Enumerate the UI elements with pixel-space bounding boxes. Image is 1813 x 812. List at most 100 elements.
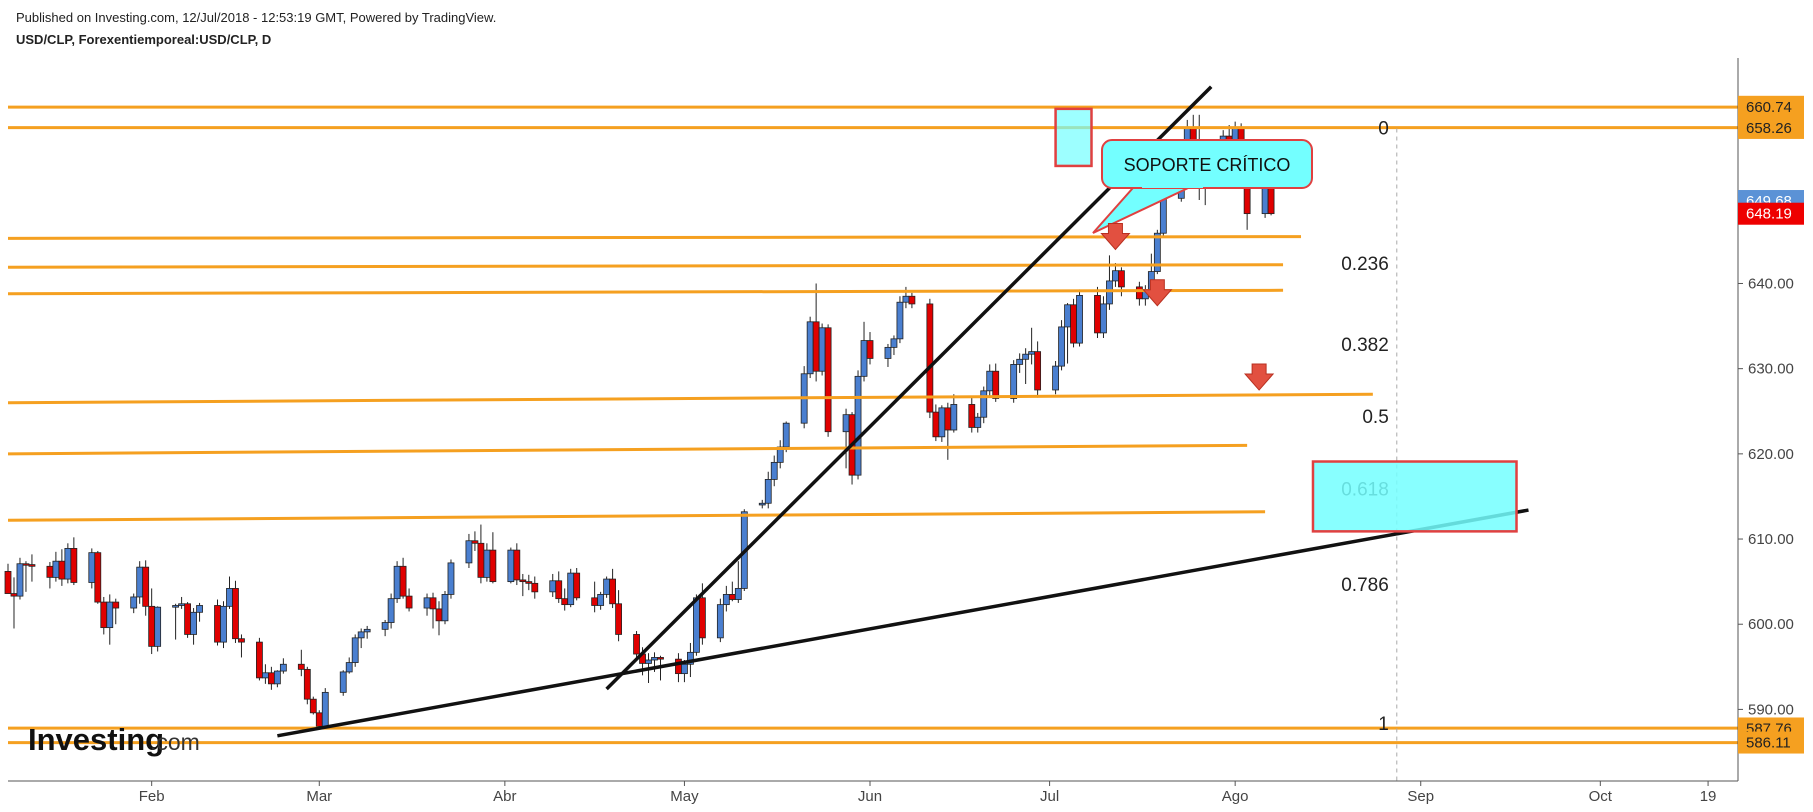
candle-body — [1094, 295, 1101, 334]
target-box — [1311, 460, 1518, 533]
down-arrow-icon — [1244, 363, 1275, 391]
candle-body — [507, 549, 515, 583]
fib-level-label: 1 — [1378, 714, 1389, 735]
candle-body — [1016, 358, 1024, 365]
candle-body — [866, 340, 874, 359]
candle-body — [357, 631, 365, 639]
candle-body — [1106, 280, 1113, 305]
candle-body — [860, 340, 868, 377]
price-badge — [1738, 731, 1804, 754]
candle-body — [734, 588, 742, 600]
candle-body — [190, 611, 197, 635]
x-tick-label: Ago — [1222, 788, 1249, 805]
candles-layer — [4, 114, 1275, 729]
candle-body — [477, 542, 485, 578]
price-badge-label: 660.74 — [1746, 99, 1792, 116]
candle-body — [405, 595, 413, 609]
candle-body — [968, 404, 976, 428]
candle-body — [519, 579, 527, 583]
y-tick-label: 600.00 — [1748, 616, 1794, 633]
candle-body — [441, 594, 449, 622]
candle-body — [238, 638, 245, 643]
fib-level-label: 0.236 — [1341, 254, 1389, 275]
candle-body — [645, 659, 652, 664]
candle-body — [154, 606, 162, 647]
candle-body — [776, 446, 784, 463]
candle-body — [64, 548, 72, 580]
candle-body — [16, 563, 24, 597]
candle-body — [232, 588, 239, 640]
candle-body — [615, 603, 622, 635]
candle-body — [303, 668, 311, 700]
down-arrow-icon — [1142, 279, 1173, 307]
candle-body — [483, 549, 491, 578]
candle-body — [220, 605, 227, 643]
candle-body — [465, 540, 473, 564]
candle-body — [393, 565, 401, 600]
candle-body — [339, 671, 347, 693]
candle-body — [884, 346, 892, 359]
x-tick-label: Feb — [139, 788, 165, 805]
candle-body — [381, 622, 389, 630]
candle-body — [1076, 295, 1083, 344]
candle-body — [429, 597, 437, 610]
x-tick-label: Abr — [493, 788, 516, 805]
y-tick-label: 630.00 — [1748, 361, 1794, 378]
price-badge-label: 648.19 — [1746, 206, 1792, 223]
candle-body — [279, 663, 287, 672]
candle-body — [100, 601, 108, 629]
candle-body — [297, 663, 305, 670]
candle-body — [633, 634, 640, 655]
candle-body — [94, 552, 102, 603]
price-badge-label: 586.11 — [1746, 735, 1791, 752]
y-tick-label: 610.00 — [1748, 531, 1794, 548]
candle-body — [1034, 351, 1042, 391]
candle-body — [950, 404, 958, 431]
candle-body — [687, 651, 694, 665]
candle-body — [986, 370, 994, 392]
candle-body — [1022, 353, 1030, 360]
candle-body — [890, 338, 898, 348]
candle-body — [806, 321, 814, 375]
candle-body — [4, 571, 12, 594]
candle-body — [1070, 304, 1077, 344]
candle-body — [363, 628, 371, 633]
candle-body — [399, 565, 407, 597]
candle-body — [148, 605, 156, 647]
candle-body — [770, 461, 778, 480]
candle-body — [489, 549, 497, 583]
fib-level-label: 0 — [1378, 118, 1389, 139]
candle-body — [46, 565, 54, 578]
candle-body — [758, 502, 766, 506]
price-badge — [1738, 202, 1804, 225]
down-arrow-icon — [1100, 222, 1131, 251]
candle-body — [178, 603, 185, 606]
candle-body — [226, 588, 233, 607]
published-line: Published on Investing.com, 12/Jul/2018 … — [16, 10, 497, 25]
candle-body — [184, 603, 191, 635]
candle-body — [321, 691, 329, 727]
callout-label: SOPORTE CRÍTICO — [1124, 155, 1291, 175]
candle-body — [818, 327, 826, 372]
candle-body — [88, 552, 96, 583]
candle-body — [196, 605, 203, 613]
candle-body — [842, 414, 850, 433]
horizontal-level-line — [7, 392, 1373, 405]
candle-body — [896, 301, 904, 340]
candle-body — [22, 563, 30, 566]
candle-body — [609, 578, 617, 605]
candle-body — [549, 580, 557, 593]
candle-body — [573, 572, 581, 599]
candle-body — [944, 407, 952, 431]
y-tick-label: 640.00 — [1748, 275, 1794, 292]
horizontal-level-line — [7, 443, 1248, 456]
candle-body — [938, 407, 946, 438]
y-tick-label: 590.00 — [1748, 701, 1794, 718]
x-tick-label: Sep — [1407, 788, 1434, 805]
callout-box — [1101, 139, 1313, 189]
candle-body — [142, 566, 150, 607]
horizontal-level-line — [7, 510, 1266, 522]
candle-body — [657, 657, 664, 660]
